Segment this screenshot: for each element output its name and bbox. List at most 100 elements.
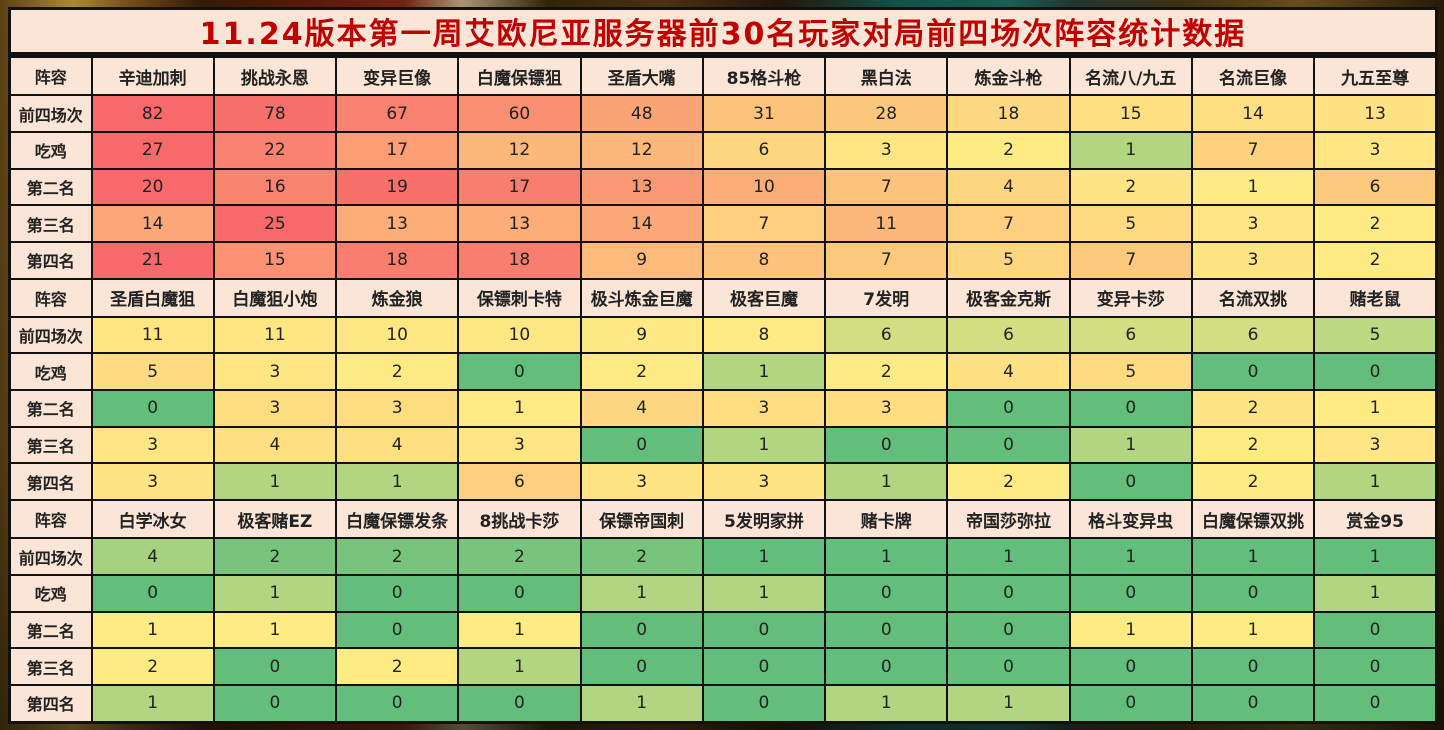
stat-row-label: 前四场次	[8, 537, 93, 576]
comp-header-cell: 赌老鼠	[1313, 277, 1438, 318]
stat-cell: 3	[1190, 204, 1316, 243]
stat-cell: 1	[701, 537, 827, 576]
comp-header-cell: 5发明家拼	[701, 499, 827, 540]
stat-row: 前四场次 4 2 2 2 2 1 1 1 1 1 1	[8, 537, 1438, 576]
stat-cell: 0	[946, 647, 1071, 686]
comp-header-cell: 极客金克斯	[946, 277, 1071, 318]
stat-cell: 10	[335, 315, 460, 355]
stat-cell: 9	[579, 240, 704, 280]
stat-cell: 1	[1068, 537, 1193, 576]
stat-cell: 6	[1068, 315, 1193, 355]
stat-cell: 3	[90, 462, 215, 502]
comp-header-cell: 白魔保镖狙	[457, 55, 582, 97]
stat-row-label: 第三名	[8, 647, 93, 686]
stat-cell: 11	[90, 315, 215, 355]
stat-cell: 7	[701, 204, 827, 243]
stat-row-label: 吃鸡	[8, 130, 93, 170]
comp-header-cell: 名流双挑	[1190, 277, 1316, 318]
stat-cell: 10	[701, 167, 827, 207]
stat-cell: 18	[946, 94, 1071, 133]
comp-header-cell: 极客赌EZ	[212, 499, 338, 540]
stat-cell: 6	[457, 462, 582, 502]
stat-cell: 5	[1068, 352, 1193, 392]
stat-cell: 3	[212, 389, 338, 428]
stat-cell: 0	[457, 352, 582, 392]
stat-cell: 13	[335, 204, 460, 243]
stat-cell: 0	[1190, 647, 1316, 686]
stat-cell: 0	[457, 683, 582, 724]
stat-cell: 3	[701, 462, 827, 502]
stat-cell: 21	[90, 240, 215, 280]
comp-header-cell: 白学冰女	[90, 499, 215, 540]
comp-header-cell: 白魔狙小炮	[212, 277, 338, 318]
stat-cell: 15	[1068, 94, 1193, 133]
stat-cell: 7	[1190, 130, 1316, 170]
stat-row: 第三名 2 0 2 1 0 0 0 0 0 0 0	[8, 647, 1438, 686]
comp-header-cell: 85格斗枪	[701, 55, 827, 97]
stat-cell: 14	[579, 204, 704, 243]
stat-cell: 3	[1190, 240, 1316, 280]
stat-cell: 1	[212, 573, 338, 613]
comp-header-cell: 保镖刺卡特	[457, 277, 582, 318]
comp-header-cell: 名流巨像	[1190, 55, 1316, 97]
stat-cell: 0	[824, 573, 949, 613]
stat-cell: 11	[212, 315, 338, 355]
stat-cell: 3	[701, 389, 827, 428]
stat-cell: 6	[946, 315, 1071, 355]
stat-cell: 7	[824, 240, 949, 280]
stat-cell: 2	[1068, 167, 1193, 207]
stat-cell: 2	[946, 462, 1071, 502]
stat-cell: 20	[90, 167, 215, 207]
comp-header-cell: 挑战永恩	[212, 55, 338, 97]
stat-cell: 6	[1190, 315, 1316, 355]
stat-cell: 1	[701, 573, 827, 613]
stat-cell: 5	[946, 240, 1071, 280]
stat-cell: 1	[946, 683, 1071, 724]
stat-cell: 11	[824, 204, 949, 243]
stat-cell: 3	[212, 352, 338, 392]
stat-cell: 0	[1068, 573, 1193, 613]
stat-cell: 1	[212, 610, 338, 650]
stat-cell: 3	[1313, 425, 1438, 465]
stat-cell: 14	[1190, 94, 1316, 133]
comp-header-row: 阵容 圣盾白魔狙 白魔狙小炮 炼金狼 保镖刺卡特 极斗炼金巨魔 极客巨魔 7发明 极客金克斯 变异…	[8, 277, 1438, 318]
composition-stats-table: 阵容 辛迪加刺 挑战永恩 变异巨像 白魔保镖狙 圣盾大嘴 85格斗枪 黑白法 炼金斗枪 名流八/九…	[8, 55, 1438, 724]
stat-cell: 0	[90, 573, 215, 613]
stat-cell: 6	[1313, 167, 1438, 207]
stat-cell: 1	[1068, 610, 1193, 650]
stat-row-label: 第二名	[8, 389, 93, 428]
stat-cell: 0	[701, 647, 827, 686]
stat-cell: 13	[579, 167, 704, 207]
stat-cell: 0	[701, 610, 827, 650]
stat-row-label: 第四名	[8, 240, 93, 280]
stat-row-label: 吃鸡	[8, 352, 93, 392]
stat-cell: 0	[701, 683, 827, 724]
stat-cell: 2	[1313, 240, 1438, 280]
comp-header-cell: 帝国莎弥拉	[946, 499, 1071, 540]
stat-cell: 2	[1190, 462, 1316, 502]
stat-cell: 1	[1190, 610, 1316, 650]
stat-cell: 4	[335, 425, 460, 465]
stat-cell: 28	[824, 94, 949, 133]
stat-cell: 2	[1190, 389, 1316, 428]
stat-cell: 2	[335, 647, 460, 686]
stat-cell: 78	[212, 94, 338, 133]
stat-cell: 0	[1068, 647, 1193, 686]
stat-row: 第二名 1 1 0 1 0 0 0 0 1 1 0	[8, 610, 1438, 650]
comp-header-cell: 极客巨魔	[701, 277, 827, 318]
stat-cell: 2	[946, 130, 1071, 170]
stat-cell: 14	[90, 204, 215, 243]
stat-cell: 4	[90, 537, 215, 576]
stat-cell: 0	[335, 573, 460, 613]
stat-cell: 1	[457, 389, 582, 428]
comp-header-cell: 炼金狼	[335, 277, 460, 318]
comp-header-cell: 炼金斗枪	[946, 55, 1071, 97]
stat-cell: 5	[1068, 204, 1193, 243]
stat-cell: 1	[1313, 389, 1438, 428]
stat-cell: 2	[90, 647, 215, 686]
stat-cell: 0	[335, 683, 460, 724]
stat-cell: 0	[946, 610, 1071, 650]
stat-cell: 7	[946, 204, 1071, 243]
stat-cell: 1	[1190, 167, 1316, 207]
